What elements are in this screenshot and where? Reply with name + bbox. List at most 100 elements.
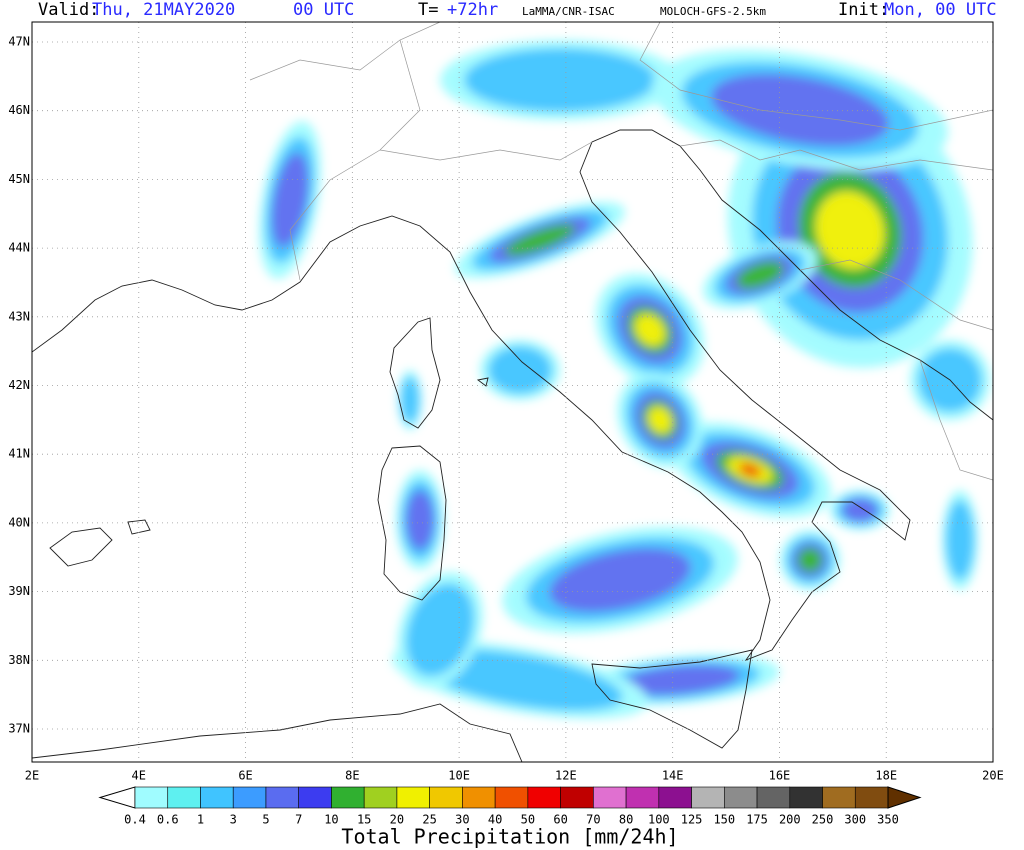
precip-cell — [842, 498, 878, 522]
colorbar-label: 25 — [422, 813, 436, 827]
lat-label: 43N — [8, 309, 30, 323]
lat-label: 41N — [8, 447, 30, 461]
precip-cell — [815, 191, 885, 269]
colorbar-box — [658, 786, 692, 809]
lon-label: 16E — [769, 769, 791, 783]
valid-time: 00 UTC — [293, 0, 354, 20]
map-frame — [31, 21, 994, 763]
sicily — [591, 649, 753, 749]
colorbar-box — [331, 786, 365, 809]
colorbar-title: Total Precipitation [mm/24h] — [341, 825, 678, 849]
colorbar-label: 70 — [586, 813, 600, 827]
colorbar-label: 300 — [844, 813, 866, 827]
axis-labels: 2E 4E 6E 8E 10E 12E 14E 16E 18E 20E 47N 46N 45N 44N 43… — [8, 35, 1004, 783]
colorbar-label: 50 — [521, 813, 535, 827]
colorbar-box — [527, 786, 561, 809]
lat-label: 47N — [8, 35, 30, 49]
lat-label: 42N — [8, 378, 30, 392]
precip-cell — [464, 48, 656, 112]
colorbar-label: 60 — [553, 813, 567, 827]
colorbar-label: 15 — [357, 813, 371, 827]
colorbar-box — [691, 786, 725, 809]
colorbar-box — [625, 786, 660, 809]
colorbar-label: 350 — [877, 813, 899, 827]
colorbar-label: 80 — [619, 813, 633, 827]
precip-cell — [620, 664, 740, 696]
colorbar-label: 20 — [390, 813, 404, 827]
lon-label: 14E — [662, 769, 684, 783]
coastlines — [32, 22, 993, 762]
colorbar-label: 0.4 — [124, 813, 146, 827]
precip-cell — [738, 463, 762, 477]
precip-cell — [797, 547, 823, 573]
colorbar-box — [756, 786, 791, 809]
colorbar-label: 3 — [230, 813, 237, 827]
source: LaMMA/CNR-ISAC — [522, 5, 615, 18]
init-label: Init: — [838, 0, 889, 20]
colorbar-box — [462, 786, 496, 809]
lon-label: 8E — [345, 769, 359, 783]
lon-label: 2E — [25, 769, 39, 783]
balearic — [49, 519, 151, 567]
lon-label: 20E — [982, 769, 1004, 783]
colorbar-label: 200 — [779, 813, 801, 827]
corsica — [389, 317, 441, 429]
lat-label: 37N — [8, 722, 30, 736]
lon-label: 12E — [555, 769, 577, 783]
colorbar-box — [134, 786, 169, 809]
precip-cell — [488, 346, 552, 394]
colorbar-box — [363, 786, 398, 809]
colorbar-label: 150 — [713, 813, 735, 827]
colorbar-label: 1 — [197, 813, 204, 827]
precip-cell — [711, 73, 889, 147]
colorbar-label: 7 — [295, 813, 302, 827]
colorbar-label: 0.6 — [157, 813, 179, 827]
colorbar-over — [887, 786, 922, 809]
lat-label: 40N — [8, 515, 30, 529]
coastline — [32, 129, 993, 661]
valid-date: Thu, 21MAY2020 — [92, 0, 235, 20]
precip-cell — [271, 152, 309, 248]
precip-cell — [417, 648, 623, 712]
colorbar-box — [265, 786, 299, 809]
colorbar-box — [298, 786, 332, 809]
colorbar-box — [494, 786, 529, 809]
colorbar-label: 175 — [746, 813, 768, 827]
colorbar-box — [200, 786, 234, 809]
precip-cell — [405, 583, 475, 677]
precip-cell — [648, 406, 672, 434]
lat-label: 39N — [8, 584, 30, 598]
colorbar-label: 40 — [488, 813, 502, 827]
precip-cell — [549, 548, 691, 612]
colorbar-box — [854, 786, 889, 809]
init-time: Mon, 00 UTC — [884, 0, 997, 20]
colorbar-box — [167, 786, 201, 809]
colorbar-box — [593, 786, 627, 809]
valid-label: Valid: — [38, 0, 99, 20]
elba — [476, 377, 489, 387]
lat-label: 44N — [8, 241, 30, 255]
lon-label: 18E — [875, 769, 897, 783]
colorbar-box — [822, 786, 856, 809]
lon-label: 4E — [132, 769, 146, 783]
colorbar-label: 30 — [455, 813, 469, 827]
coastline — [32, 703, 523, 762]
colorbar: Total Precipitation [mm/24h] 0.4 0.6 1 3 5 7 1… — [98, 786, 922, 849]
lon-label: 10E — [448, 769, 470, 783]
lat-label: 46N — [8, 103, 30, 117]
sardinia — [377, 445, 447, 601]
lead-time: +72hr — [447, 0, 498, 20]
colorbar-label: 125 — [681, 813, 703, 827]
header: Valid: Thu, 21MAY2020 00 UTC T= +72hr La… — [38, 0, 997, 20]
graticule — [32, 22, 993, 762]
colorbar-label: 250 — [812, 813, 834, 827]
colorbar-label: 5 — [262, 813, 269, 827]
precip-cell — [945, 500, 975, 580]
border — [249, 22, 993, 481]
colorbar-box — [396, 786, 430, 809]
lat-label: 38N — [8, 653, 30, 667]
precip-cell — [634, 314, 666, 346]
colorbar-label: 10 — [324, 813, 338, 827]
colorbar-box — [560, 786, 594, 809]
